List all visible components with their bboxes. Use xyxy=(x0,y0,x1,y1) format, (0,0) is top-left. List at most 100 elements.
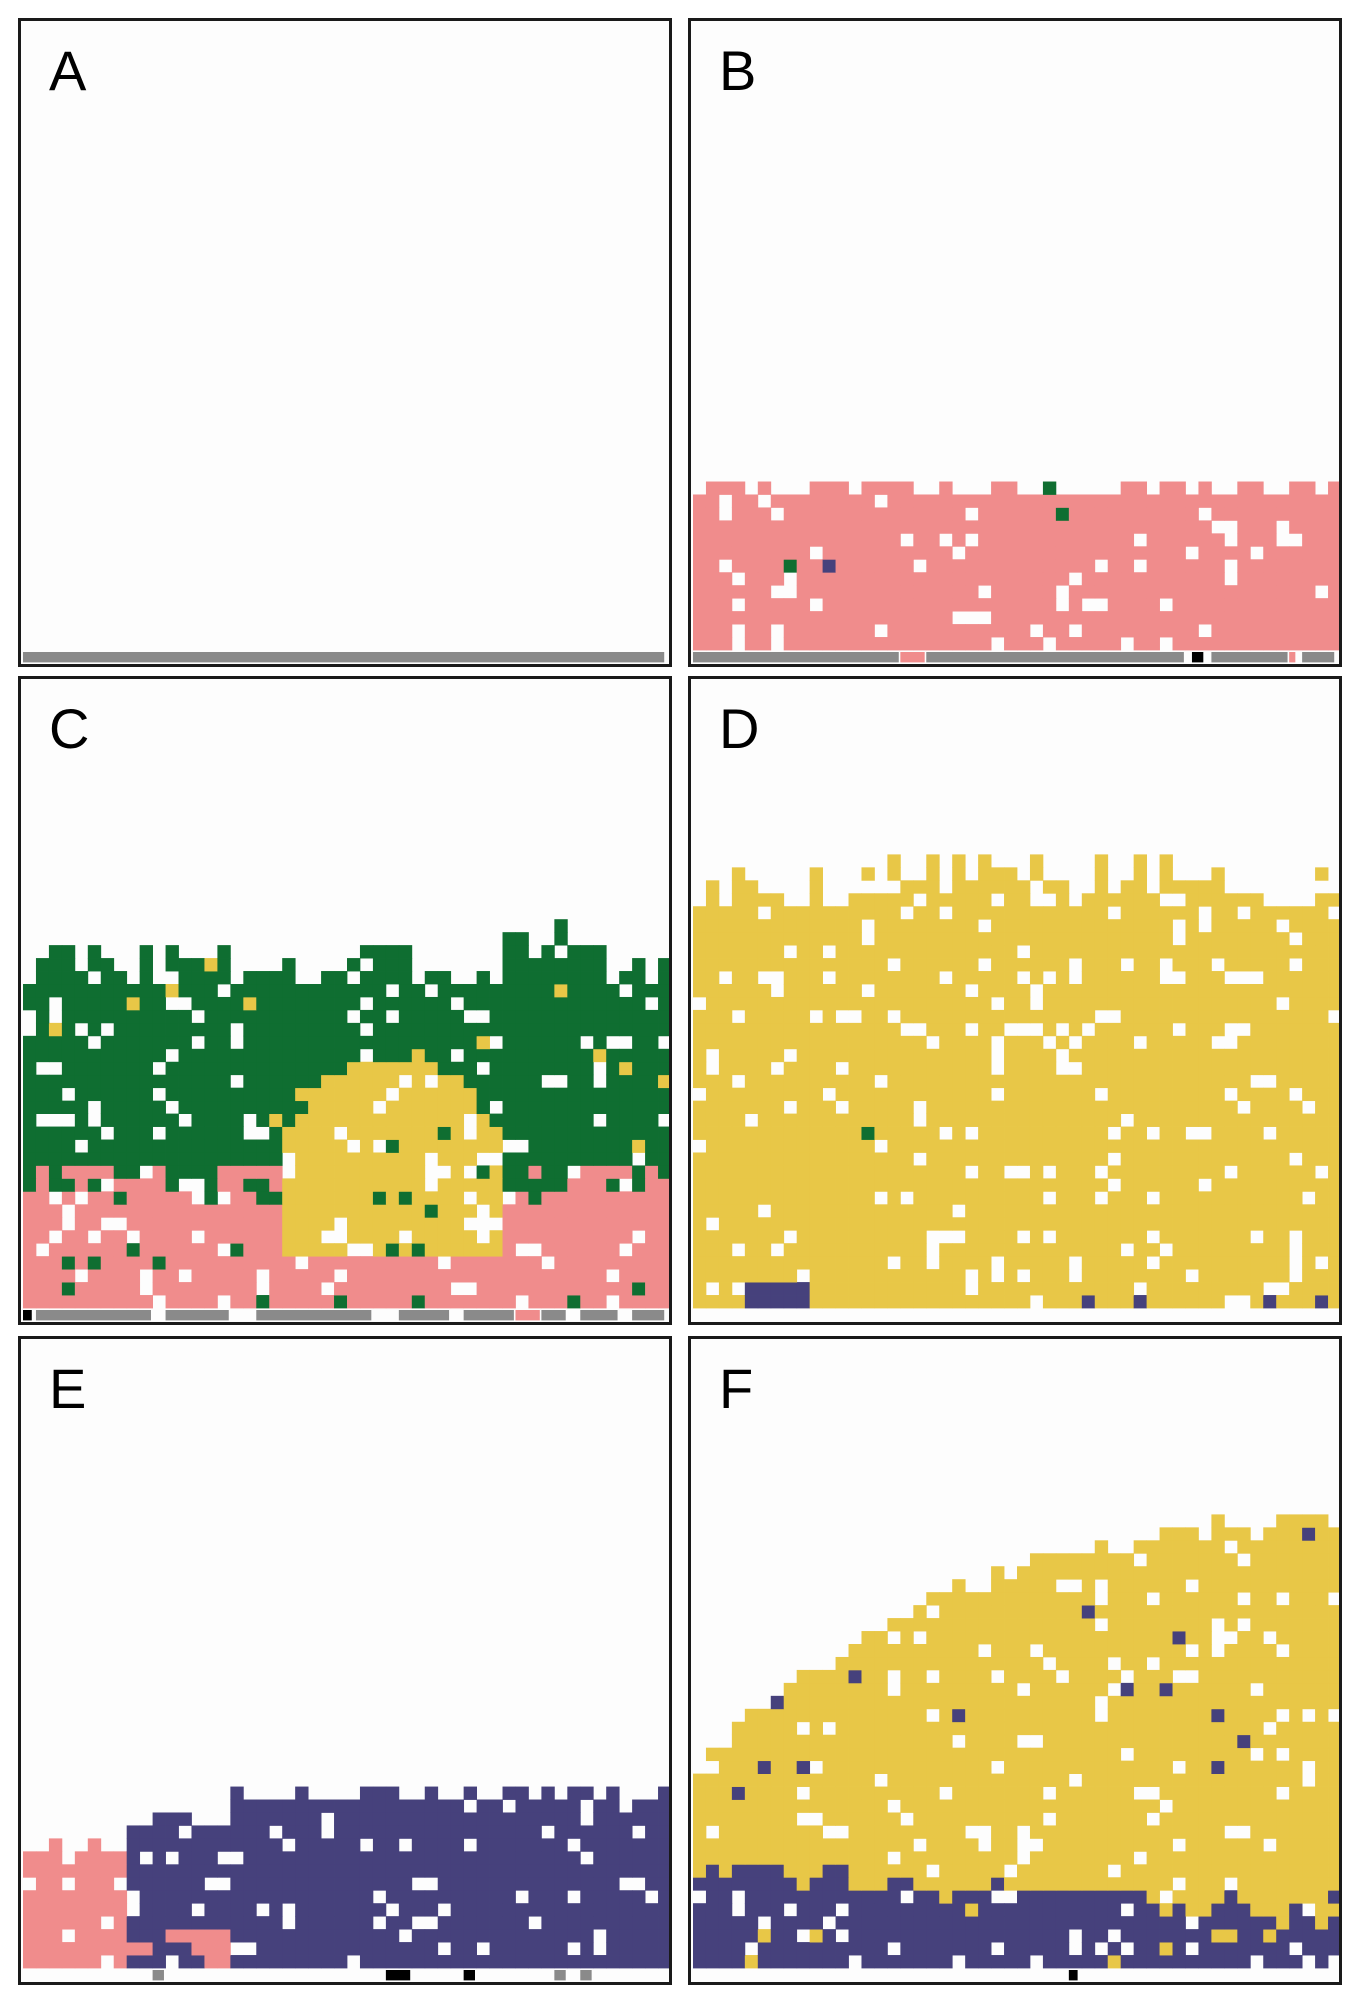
cell xyxy=(61,984,76,998)
cell xyxy=(848,1890,862,1904)
cell xyxy=(204,1243,218,1257)
cell xyxy=(152,1113,166,1127)
cell xyxy=(1315,1035,1329,1050)
cell xyxy=(1198,996,1212,1011)
cell xyxy=(1250,1178,1264,1192)
cell xyxy=(1289,971,1303,985)
cell xyxy=(1017,1812,1031,1826)
cell xyxy=(619,1955,633,1969)
cell xyxy=(593,1048,607,1063)
cell xyxy=(1172,1799,1186,1813)
cell xyxy=(35,1230,50,1244)
cell xyxy=(1315,1773,1329,1787)
cell xyxy=(606,1929,620,1943)
cell xyxy=(874,1916,888,1930)
cell xyxy=(1146,932,1160,946)
cell xyxy=(744,906,759,920)
cell xyxy=(770,1139,785,1153)
cell xyxy=(1133,1165,1147,1179)
cell xyxy=(321,1152,335,1166)
cell xyxy=(1328,1734,1339,1749)
cell xyxy=(541,1087,555,1102)
cell xyxy=(1107,572,1122,586)
cell xyxy=(1146,984,1160,998)
cell xyxy=(783,1695,798,1710)
cell xyxy=(861,1048,875,1063)
cell xyxy=(359,984,374,998)
cell xyxy=(1159,1838,1173,1852)
cell xyxy=(848,1113,862,1127)
cell xyxy=(1276,1864,1290,1878)
cell xyxy=(718,996,733,1011)
cell xyxy=(269,1916,283,1930)
cell xyxy=(308,1074,322,1089)
cell xyxy=(1263,572,1277,586)
cell xyxy=(887,1838,901,1852)
cell xyxy=(744,611,759,625)
cell xyxy=(385,1799,400,1813)
cell xyxy=(939,1139,953,1153)
cell xyxy=(705,1204,720,1218)
cell xyxy=(619,1204,633,1218)
cell xyxy=(1055,1851,1070,1865)
cell xyxy=(1042,1605,1057,1619)
cell xyxy=(1068,1191,1083,1205)
cell xyxy=(913,1786,927,1800)
cell xyxy=(606,1113,620,1127)
cell xyxy=(476,1955,490,1969)
cell xyxy=(926,971,940,985)
cell xyxy=(645,1139,659,1153)
cell xyxy=(126,1009,141,1024)
cell xyxy=(269,1113,283,1127)
cell xyxy=(528,1126,542,1140)
cell xyxy=(1263,533,1277,547)
cell xyxy=(515,1087,529,1102)
cell xyxy=(1081,1903,1096,1917)
cell xyxy=(796,585,811,599)
cell xyxy=(952,1087,966,1102)
cell xyxy=(1250,1760,1264,1774)
cell xyxy=(398,1217,413,1231)
cell xyxy=(1328,1295,1339,1309)
cell xyxy=(1042,996,1057,1011)
cell xyxy=(965,1903,979,1917)
cell xyxy=(1224,1903,1238,1917)
cell xyxy=(1055,1773,1070,1787)
cell xyxy=(1017,1605,1031,1619)
cell xyxy=(113,1916,128,1930)
cell xyxy=(874,572,888,586)
cell xyxy=(952,1022,966,1037)
cell xyxy=(1185,958,1199,972)
cell xyxy=(952,1126,966,1140)
cell xyxy=(113,971,128,985)
cell xyxy=(463,984,477,998)
cell xyxy=(835,1230,849,1244)
cell xyxy=(1276,906,1290,920)
cell xyxy=(1198,1721,1212,1736)
cell xyxy=(87,1191,102,1205)
cell xyxy=(1263,1929,1277,1943)
cell xyxy=(230,1825,244,1839)
cell xyxy=(1159,1877,1173,1891)
cell xyxy=(74,1048,89,1063)
cell xyxy=(1133,546,1147,560)
cell xyxy=(295,1100,309,1114)
cell xyxy=(1133,1695,1147,1710)
cell xyxy=(580,1864,594,1878)
cell xyxy=(1146,1204,1160,1218)
cell xyxy=(204,1152,218,1166)
cell xyxy=(1224,1009,1238,1024)
cell xyxy=(926,1644,940,1658)
cell xyxy=(515,1035,529,1050)
cell xyxy=(139,996,153,1011)
cell xyxy=(1159,867,1173,881)
cell xyxy=(809,1786,823,1800)
cell xyxy=(1328,1721,1339,1736)
cell xyxy=(1133,1256,1147,1270)
cell xyxy=(191,1838,205,1852)
cell xyxy=(796,971,811,985)
cell xyxy=(809,1734,823,1749)
cell xyxy=(1224,1708,1238,1723)
cell xyxy=(887,1152,901,1166)
cell xyxy=(541,1100,555,1114)
